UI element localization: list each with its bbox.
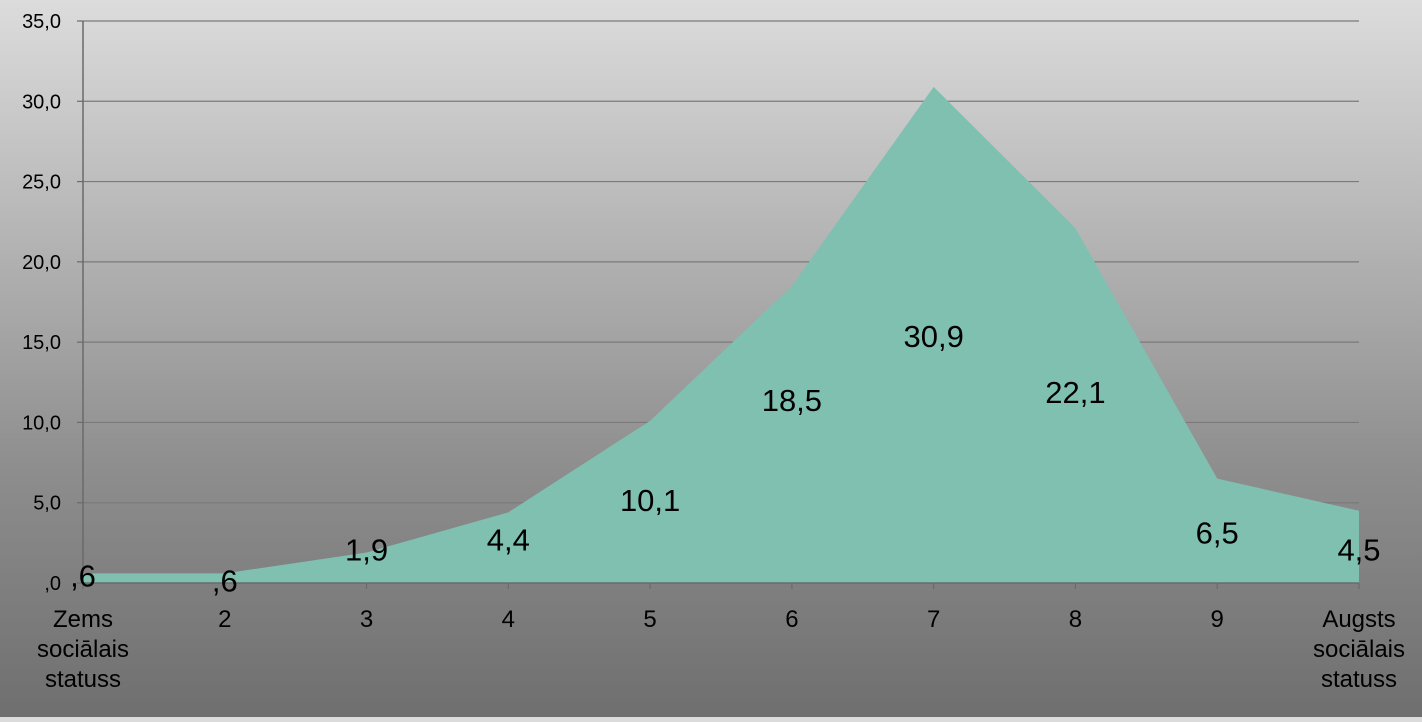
x-category-label-4: 5 — [643, 606, 656, 633]
data-label-2: 1,9 — [345, 532, 388, 567]
x-category-label-8-line-0: 9 — [1211, 606, 1224, 633]
y-tick-label-7: 35,0 — [22, 11, 61, 33]
y-axis-tick-labels: ,0 5,0 10,0 15,0 20,0 25,0 30,0 35,0 — [22, 11, 61, 595]
y-tick-label-0: ,0 — [44, 573, 61, 595]
data-label-6: 30,9 — [903, 319, 963, 354]
area-series — [83, 86, 1359, 583]
x-category-label-3-line-0: 4 — [502, 606, 515, 633]
x-category-label-9: Augsts sociālais statuss — [1313, 606, 1405, 693]
data-label-1: ,6 — [212, 563, 238, 598]
x-category-label-3: 4 — [502, 606, 515, 633]
data-label-8: 6,5 — [1196, 516, 1239, 551]
data-label-5: 18,5 — [762, 383, 822, 418]
x-category-label-0-line-1: sociālais — [37, 636, 129, 663]
x-category-label-7: 8 — [1069, 606, 1082, 633]
y-tick-label-2: 10,0 — [22, 412, 61, 434]
data-label-3: 4,4 — [487, 522, 530, 557]
x-category-label-0-line-0: Zems — [53, 606, 113, 633]
gridlines — [83, 20, 1359, 504]
x-category-label-1: 2 — [218, 606, 231, 633]
y-tick-label-1: 5,0 — [33, 493, 61, 515]
x-category-label-9-line-1: sociālais — [1313, 636, 1405, 663]
x-category-label-6-line-0: 7 — [927, 606, 940, 633]
data-label-7: 22,1 — [1045, 375, 1105, 410]
x-category-label-0: Zems sociālais statuss — [37, 606, 129, 693]
x-axis-category-labels: Zems sociālais statuss 2 3 4 5 6 7 8 9 Augsts sociāl… — [37, 606, 1405, 693]
x-category-label-7-line-0: 8 — [1069, 606, 1082, 633]
x-category-label-9-line-0: Augsts — [1322, 606, 1395, 633]
area-fill — [83, 86, 1359, 583]
data-label-0: ,6 — [70, 558, 96, 593]
data-label-9: 4,5 — [1337, 533, 1380, 568]
x-category-label-9-line-2: statuss — [1321, 666, 1397, 693]
data-labels: ,6 ,6 1,9 4,4 10,1 18,5 30,9 22,1 6,5 4,5 — [70, 319, 1380, 599]
x-category-label-4-line-0: 5 — [643, 606, 656, 633]
x-category-label-2: 3 — [360, 606, 373, 633]
axes — [77, 20, 1360, 589]
y-tick-label-5: 25,0 — [22, 172, 61, 194]
x-category-label-1-line-0: 2 — [218, 606, 231, 633]
data-label-4: 10,1 — [620, 483, 680, 518]
x-category-label-0-line-2: statuss — [45, 666, 121, 693]
x-category-label-6: 7 — [927, 606, 940, 633]
y-tick-label-6: 30,0 — [22, 91, 61, 113]
x-category-label-5: 6 — [785, 606, 798, 633]
x-category-label-2-line-0: 3 — [360, 606, 373, 633]
x-category-label-5-line-0: 6 — [785, 606, 798, 633]
y-tick-label-4: 20,0 — [22, 252, 61, 274]
y-tick-label-3: 15,0 — [22, 332, 61, 354]
x-category-label-8: 9 — [1211, 606, 1224, 633]
